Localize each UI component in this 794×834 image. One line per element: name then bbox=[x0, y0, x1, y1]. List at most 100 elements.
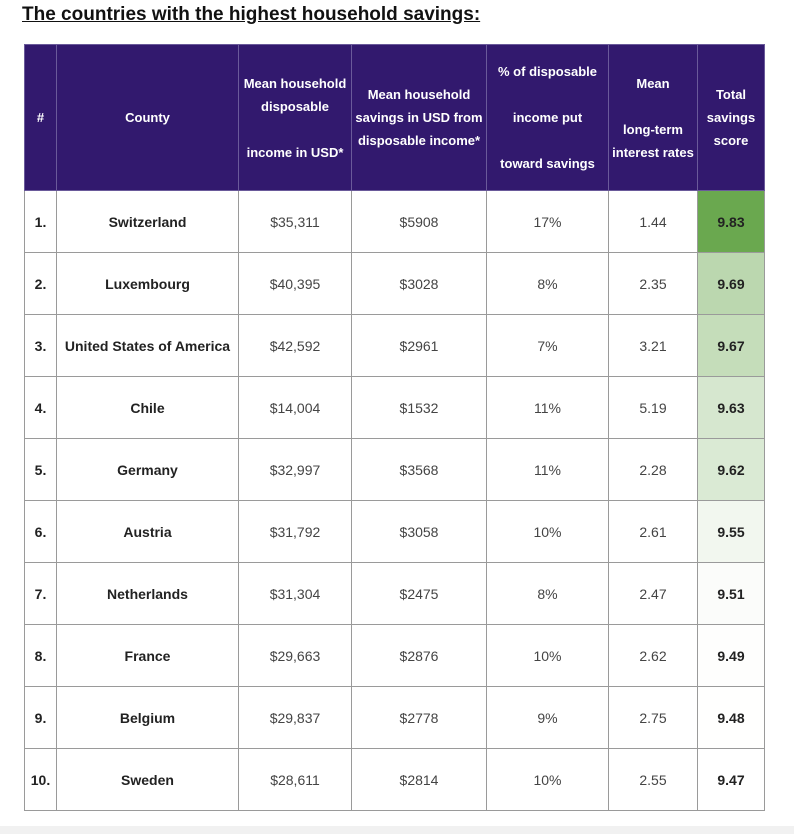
rate-cell: 2.61 bbox=[608, 500, 698, 563]
share-cell: 10% bbox=[486, 748, 609, 811]
score-cell: 9.48 bbox=[697, 686, 765, 749]
share-cell: 10% bbox=[486, 500, 609, 563]
share-cell: 7% bbox=[486, 314, 609, 377]
savings-cell: $3028 bbox=[351, 252, 487, 315]
header-row: # County Mean household disposable income… bbox=[24, 44, 765, 191]
header-line bbox=[239, 118, 351, 141]
header-line: score bbox=[713, 133, 749, 148]
share-cell: 11% bbox=[486, 376, 609, 439]
header-score: Total savings score bbox=[697, 44, 765, 191]
savings-cell: $2475 bbox=[351, 562, 487, 625]
header-line bbox=[609, 95, 697, 118]
header-savings: Mean household savings in USD from disposa… bbox=[351, 44, 487, 191]
income-cell: $14,004 bbox=[238, 376, 352, 439]
savings-cell: $3568 bbox=[351, 438, 487, 501]
savings-cell: $1532 bbox=[351, 376, 487, 439]
rate-cell: 5.19 bbox=[608, 376, 698, 439]
rate-cell: 2.55 bbox=[608, 748, 698, 811]
income-cell: $35,311 bbox=[238, 190, 352, 253]
rank-cell: 8. bbox=[24, 624, 57, 687]
rank-cell: 7. bbox=[24, 562, 57, 625]
header-line: disposable income* bbox=[357, 133, 481, 148]
score-cell: 9.69 bbox=[697, 252, 765, 315]
table-row: 5. Germany $32,997 $3568 11% 2.28 9.62 bbox=[24, 438, 765, 501]
savings-cell: $2961 bbox=[351, 314, 487, 377]
country-cell: Chile bbox=[56, 376, 239, 439]
table-row: 7. Netherlands $31,304 $2475 8% 2.47 9.51 bbox=[24, 562, 765, 625]
rank-cell: 9. bbox=[24, 686, 57, 749]
score-cell: 9.83 bbox=[697, 190, 765, 253]
score-cell: 9.51 bbox=[697, 562, 765, 625]
rate-cell: 2.62 bbox=[608, 624, 698, 687]
header-line: Total bbox=[715, 87, 747, 102]
savings-cell: $3058 bbox=[351, 500, 487, 563]
rank-cell: 3. bbox=[24, 314, 57, 377]
savings-cell: $2814 bbox=[351, 748, 487, 811]
rank-cell: 10. bbox=[24, 748, 57, 811]
income-cell: $31,792 bbox=[238, 500, 352, 563]
table-row: 3. United States of America $42,592 $2961 7%… bbox=[24, 314, 765, 377]
income-cell: $32,997 bbox=[238, 438, 352, 501]
score-cell: 9.55 bbox=[697, 500, 765, 563]
score-cell: 9.63 bbox=[697, 376, 765, 439]
header-income: Mean household disposable income in USD* bbox=[238, 44, 352, 191]
table-row: 9. Belgium $29,837 $2778 9% 2.75 9.48 bbox=[24, 686, 765, 749]
header-line bbox=[487, 83, 608, 106]
table-body: 1. Switzerland $35,311 $5908 17% 1.44 9.83 2. Lu… bbox=[24, 190, 765, 811]
header-line: % of disposable bbox=[498, 64, 597, 79]
header-line: toward savings bbox=[500, 156, 595, 171]
income-cell: $29,837 bbox=[238, 686, 352, 749]
table-row: 1. Switzerland $35,311 $5908 17% 1.44 9.83 bbox=[24, 190, 765, 253]
rank-cell: 2. bbox=[24, 252, 57, 315]
score-cell: 9.67 bbox=[697, 314, 765, 377]
share-cell: 8% bbox=[486, 252, 609, 315]
score-cell: 9.49 bbox=[697, 624, 765, 687]
rank-cell: 4. bbox=[24, 376, 57, 439]
header-line: savings bbox=[706, 110, 756, 125]
table-row: 2. Luxembourg $40,395 $3028 8% 2.35 9.69 bbox=[24, 252, 765, 315]
savings-cell: $2778 bbox=[351, 686, 487, 749]
country-cell: Switzerland bbox=[56, 190, 239, 253]
share-cell: 17% bbox=[486, 190, 609, 253]
header-line: income in USD* bbox=[246, 144, 344, 160]
rate-cell: 2.35 bbox=[608, 252, 698, 315]
header-share: % of disposable income put toward saving… bbox=[486, 44, 609, 191]
savings-cell: $2876 bbox=[351, 624, 487, 687]
rate-cell: 3.21 bbox=[608, 314, 698, 377]
share-cell: 10% bbox=[486, 624, 609, 687]
income-cell: $29,663 bbox=[238, 624, 352, 687]
rate-cell: 1.44 bbox=[608, 190, 698, 253]
country-cell: Netherlands bbox=[56, 562, 239, 625]
rate-cell: 2.75 bbox=[608, 686, 698, 749]
savings-table: # County Mean household disposable income… bbox=[24, 44, 765, 811]
income-cell: $31,304 bbox=[238, 562, 352, 625]
country-cell: Belgium bbox=[56, 686, 239, 749]
country-cell: Sweden bbox=[56, 748, 239, 811]
share-cell: 9% bbox=[486, 686, 609, 749]
header-line: long-term bbox=[623, 121, 683, 137]
header-line: Mean household bbox=[243, 75, 347, 91]
share-cell: 8% bbox=[486, 562, 609, 625]
country-cell: Luxembourg bbox=[56, 252, 239, 315]
savings-cell: $5908 bbox=[351, 190, 487, 253]
country-cell: United States of America bbox=[56, 314, 239, 377]
rank-cell: 5. bbox=[24, 438, 57, 501]
page-footer bbox=[0, 826, 794, 834]
table-row: 8. France $29,663 $2876 10% 2.62 9.49 bbox=[24, 624, 765, 687]
header-country: County bbox=[56, 44, 239, 191]
header-line: Mean household bbox=[367, 87, 471, 102]
income-cell: $42,592 bbox=[238, 314, 352, 377]
page-title: The countries with the highest household… bbox=[22, 4, 481, 25]
table-row: 10. Sweden $28,611 $2814 10% 2.55 9.47 bbox=[24, 748, 765, 811]
table-row: 6. Austria $31,792 $3058 10% 2.61 9.55 bbox=[24, 500, 765, 563]
header-line: # bbox=[36, 110, 45, 125]
header-line: Mean bbox=[636, 75, 670, 91]
header-line: disposable bbox=[261, 98, 329, 114]
share-cell: 11% bbox=[486, 438, 609, 501]
country-cell: Germany bbox=[56, 438, 239, 501]
income-cell: $28,611 bbox=[238, 748, 352, 811]
table-row: 4. Chile $14,004 $1532 11% 5.19 9.63 bbox=[24, 376, 765, 439]
header-rank: # bbox=[24, 44, 57, 191]
country-cell: France bbox=[56, 624, 239, 687]
income-cell: $40,395 bbox=[238, 252, 352, 315]
